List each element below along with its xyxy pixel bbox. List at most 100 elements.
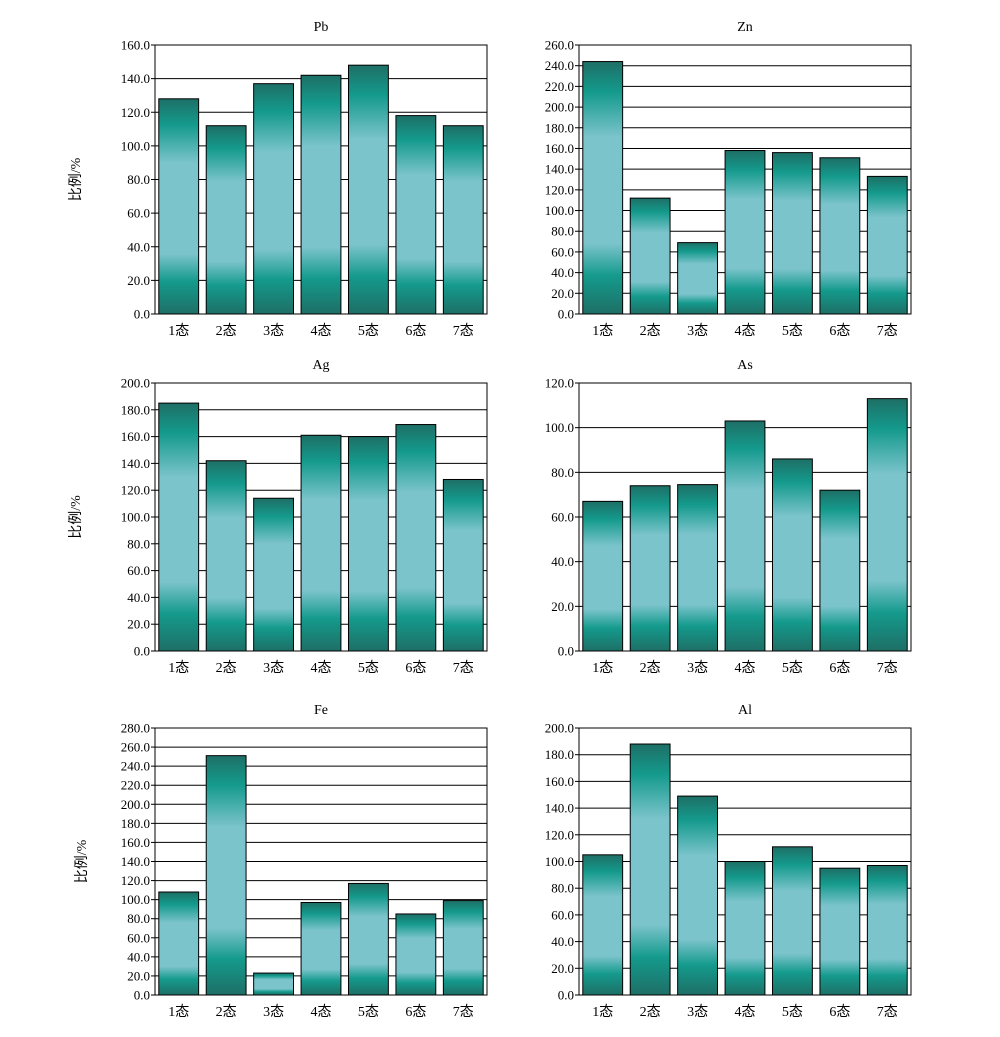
bar-al-1 <box>582 854 624 996</box>
plot-frame <box>154 727 488 996</box>
y-tick-label: 140.0 <box>545 801 574 816</box>
y-tick-label: 60.0 <box>127 563 150 578</box>
bar-fe-4 <box>300 902 342 996</box>
x-category-label: 1态 <box>592 323 613 339</box>
bar-zn-3 <box>677 242 718 315</box>
y-axis-label: 比例/% <box>68 495 84 539</box>
bar-ag-4 <box>300 434 342 652</box>
y-tick-label: 40.0 <box>551 554 574 569</box>
y-tick-label: 120.0 <box>121 483 150 498</box>
chart-title: As <box>737 358 753 373</box>
x-category-label: 3态 <box>687 660 708 676</box>
y-tick-label: 280.0 <box>121 721 150 736</box>
y-tick-label: 160.0 <box>121 835 150 850</box>
bar-zn-6 <box>819 157 861 315</box>
bar-pb-1 <box>158 98 200 315</box>
bar-fe-7 <box>442 900 484 996</box>
y-tick-label: 200.0 <box>121 797 150 812</box>
bar-al-4 <box>724 861 766 996</box>
y-tick-label: 100.0 <box>121 510 150 525</box>
y-tick-label: 20.0 <box>551 961 574 976</box>
x-category-label: 1态 <box>592 1004 613 1020</box>
bar-zn-4 <box>724 150 766 315</box>
y-tick-label: 240.0 <box>545 58 574 73</box>
x-category-label: 6态 <box>405 323 426 339</box>
y-tick-label: 100.0 <box>545 420 574 435</box>
y-tick-label: 140.0 <box>121 456 150 471</box>
x-category-label: 5态 <box>782 323 803 339</box>
chart-title: Al <box>738 703 752 718</box>
bar-al-3 <box>677 795 718 996</box>
y-tick-label: 0.0 <box>134 307 150 322</box>
bar-zn-1 <box>582 61 624 315</box>
y-tick-label: 60.0 <box>551 244 574 259</box>
x-category-label: 6态 <box>405 1004 426 1020</box>
y-tick-label: 120.0 <box>545 182 574 197</box>
x-category-label: 1态 <box>168 323 189 339</box>
chart-title: Zn <box>737 20 753 35</box>
y-tick-label: 120.0 <box>121 105 150 120</box>
bar-as-1 <box>582 500 624 652</box>
bar-al-7 <box>866 865 908 996</box>
y-tick-label: 180.0 <box>121 816 150 831</box>
y-tick-label: 40.0 <box>127 590 150 605</box>
bar-al-2 <box>629 743 671 996</box>
y-tick-label: 80.0 <box>127 172 150 187</box>
y-axis-label: 比例/% <box>68 157 84 201</box>
y-tick-label: 0.0 <box>558 644 574 659</box>
y-tick-label: 140.0 <box>121 71 150 86</box>
y-tick-label: 120.0 <box>545 827 574 842</box>
y-tick-label: 180.0 <box>545 120 574 135</box>
x-category-label: 6态 <box>829 1004 850 1020</box>
x-category-label: 3态 <box>263 660 284 676</box>
plot-frame <box>154 44 488 315</box>
bar-ag-1 <box>158 402 200 652</box>
y-tick-label: 20.0 <box>551 286 574 301</box>
bar-pb-6 <box>395 115 437 315</box>
bar-fe-5 <box>348 882 389 996</box>
bar-as-6 <box>819 489 861 652</box>
plot-frame <box>154 382 488 652</box>
y-tick-label: 80.0 <box>551 881 574 896</box>
x-category-label: 4态 <box>311 660 332 676</box>
chart-panel-pb: Pb 0.0 20.0 40.0 60.0 80.0 100.0 120.0 140.0 160.… <box>68 20 488 339</box>
bar-al-6 <box>819 867 861 996</box>
y-tick-label: 140.0 <box>121 854 150 869</box>
y-tick-label: 100.0 <box>545 203 574 218</box>
y-tick-label: 40.0 <box>127 949 150 964</box>
x-category-label: 7态 <box>877 1004 898 1020</box>
x-category-label: 2态 <box>640 1004 661 1020</box>
y-tick-label: 200.0 <box>545 100 574 115</box>
y-tick-label: 120.0 <box>121 873 150 888</box>
bar-pb-3 <box>253 83 294 315</box>
y-tick-label: 20.0 <box>127 968 150 983</box>
y-tick-label: 80.0 <box>551 224 574 239</box>
x-category-label: 5态 <box>358 660 379 676</box>
x-category-label: 1态 <box>592 660 613 676</box>
x-category-label: 6态 <box>829 323 850 339</box>
y-tick-label: 260.0 <box>121 740 150 755</box>
chart-panel-as: As 0.0 20.0 40.0 60.0 80.0 100.0 120.0 1态 2态 3态 4态 5… <box>545 358 912 676</box>
x-category-label: 6态 <box>405 660 426 676</box>
x-category-label: 7态 <box>877 323 898 339</box>
bar-as-4 <box>724 420 766 652</box>
x-category-label: 4态 <box>311 1004 332 1020</box>
y-tick-label: 20.0 <box>127 617 150 632</box>
y-tick-label: 80.0 <box>551 465 574 480</box>
y-axis-label: 比例/% <box>74 839 90 883</box>
y-tick-label: 80.0 <box>127 911 150 926</box>
y-tick-label: 20.0 <box>127 273 150 288</box>
x-category-label: 5态 <box>358 323 379 339</box>
bar-zn-2 <box>629 197 671 315</box>
x-category-label: 2态 <box>640 323 661 339</box>
bar-ag-5 <box>348 436 389 652</box>
chart-panel-zn: Zn 0.0 20.0 40.0 60.0 80.0 100.0 120.0 140.0 160.… <box>545 20 912 339</box>
y-tick-label: 20.0 <box>551 599 574 614</box>
chart-panel-fe: Fe 0.0 20.0 40.0 60.0 80.0 100.0 120.0 140.0 160.… <box>74 703 488 1020</box>
x-category-label: 2态 <box>216 660 237 676</box>
bar-fe-3 <box>253 972 294 996</box>
x-category-label: 3态 <box>687 1004 708 1020</box>
bar-as-7 <box>866 398 908 652</box>
y-tick-label: 160.0 <box>121 429 150 444</box>
chart-title: Pb <box>314 20 329 35</box>
